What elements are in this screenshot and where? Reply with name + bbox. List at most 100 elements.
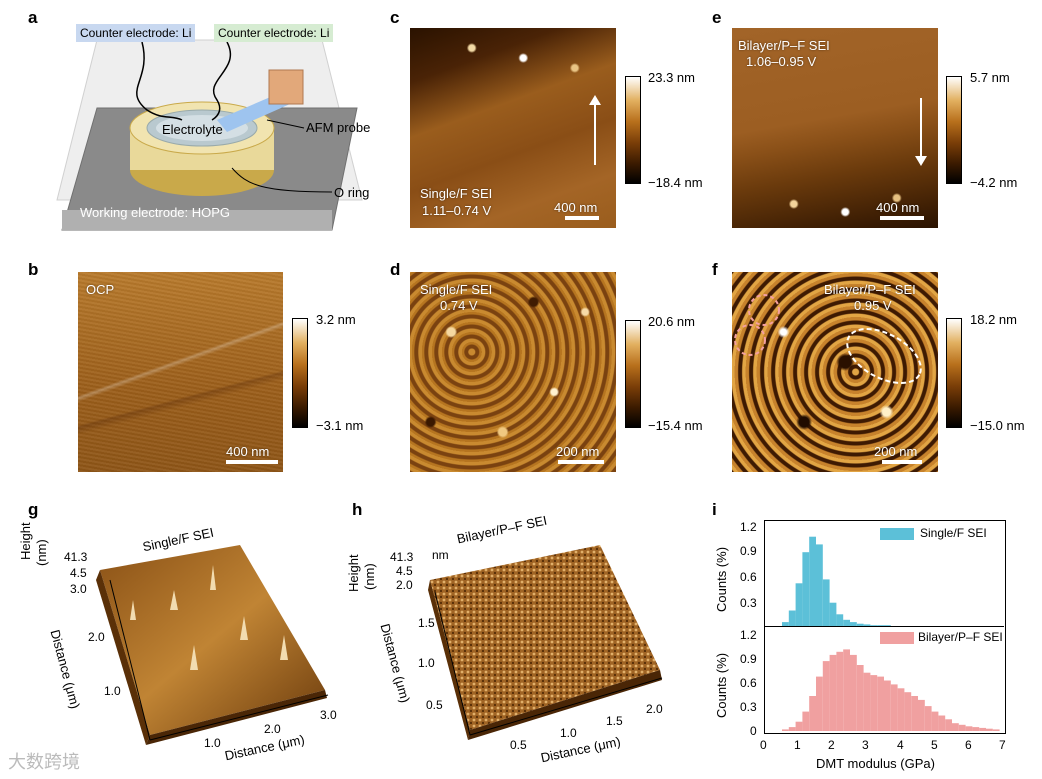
- xtick-0: 0: [760, 738, 767, 752]
- panel-c-scalebar-label: 400 nm: [554, 200, 598, 215]
- panel-e-label-1: Bilayer/P–F SEI: [738, 38, 830, 53]
- panel-b-scalebar-label: 400 nm: [226, 444, 270, 459]
- panel-d-label-2: 0.74 V: [440, 298, 478, 313]
- panel-h-nm-label: nm: [432, 548, 449, 562]
- bilayer-histogram-bar: [782, 729, 789, 731]
- bilayer-histogram-bar: [945, 719, 952, 731]
- panel-letter-d: d: [390, 260, 401, 279]
- panel-c-cb-max: 23.3 nm: [648, 70, 695, 85]
- afm-image-d: [410, 272, 616, 472]
- panel-letter-b: b: [28, 260, 39, 279]
- bottom-ytick-4: 0.3: [740, 700, 757, 714]
- single-histogram-bar: [795, 583, 803, 626]
- bilayer-histogram-bar: [924, 706, 932, 731]
- single-histogram-bar: [870, 625, 878, 626]
- panel-b-cb-min: −3.1 nm: [316, 418, 364, 433]
- panel-i-ylabel-bottom: Counts (%): [714, 652, 729, 718]
- legend-label-bilayer: Bilayer/P–F SEI: [918, 630, 1003, 644]
- panel-g-z-tick-1: 41.3: [64, 550, 88, 564]
- panel-h-x-tick-4: 2.0: [646, 702, 663, 716]
- white-ellipse: [846, 327, 922, 385]
- panel-letter-f: f: [712, 260, 718, 279]
- panel-f-cb-min: −15.0 nm: [970, 418, 1025, 433]
- legend-swatch-bilayer: [880, 632, 914, 644]
- panel-b-ocp-label: OCP: [86, 282, 115, 297]
- panel-h-height-unit: (nm): [362, 563, 377, 590]
- single-histogram-bar: [788, 610, 796, 626]
- bilayer-histogram-bar: [802, 711, 810, 731]
- panel-i-plot-frame: [764, 520, 1006, 734]
- single-histogram-bar: [829, 602, 837, 626]
- panel-letter-h: h: [352, 500, 363, 519]
- panel-e-cb-max: 5.7 nm: [970, 70, 1010, 85]
- single-histogram-bar: [836, 614, 844, 626]
- panel-c-label-2: 1.11–0.74 V: [422, 203, 492, 218]
- afm-image-e: [732, 28, 938, 228]
- bilayer-histogram-bar: [870, 675, 878, 731]
- bottom-ytick-1: 1.2: [740, 628, 757, 642]
- xtick-1: 1: [794, 738, 801, 752]
- pink-circle-2: [734, 324, 766, 356]
- panel-i-histograms: [782, 536, 1000, 731]
- panel-letter-a: a: [28, 8, 38, 27]
- panel-g-x-tick-1: 1.0: [204, 736, 221, 750]
- panel-h-x-tick-2: 1.0: [560, 726, 577, 740]
- bilayer-histogram-bar: [972, 727, 980, 731]
- bilayer-histogram-bar: [850, 654, 857, 731]
- panel-h-z-tick-1: 41.3: [390, 550, 414, 564]
- panel-d-colorbar: [625, 320, 641, 428]
- panel-c-cb-min: −18.4 nm: [648, 175, 703, 190]
- panel-a-schematic: [42, 20, 387, 245]
- electrolyte-label: Electrolyte: [162, 122, 223, 137]
- panel-c-scalebar: [565, 216, 599, 220]
- panel-g-x-tick-3: 3.0: [320, 708, 337, 722]
- legend-label-single: Single/F SEI: [920, 526, 987, 540]
- pink-circle-1: [748, 294, 780, 326]
- panel-d-cb-max: 20.6 nm: [648, 314, 695, 329]
- scan-direction-arrow-c: [589, 95, 601, 165]
- bilayer-histogram-bar: [829, 654, 837, 731]
- panel-g-y-tick-1: 2.0: [88, 630, 105, 644]
- o-ring-label: O ring: [334, 185, 370, 200]
- bilayer-histogram-bar: [958, 724, 966, 731]
- bilayer-histogram-bar: [904, 692, 912, 731]
- single-histogram-bar: [884, 625, 891, 626]
- bilayer-histogram-bar: [809, 696, 816, 731]
- bilayer-histogram-bar: [877, 676, 884, 731]
- single-histogram-bar: [802, 552, 810, 626]
- bottom-ytick-5: 0: [750, 724, 757, 738]
- bilayer-histogram-bar: [992, 729, 1000, 731]
- panel-c-colorbar: [625, 76, 641, 184]
- panel-f-scalebar-label: 200 nm: [874, 444, 918, 459]
- panel-letter-g: g: [28, 500, 39, 519]
- single-histogram-bar: [816, 544, 823, 626]
- single-histogram-bar: [782, 622, 789, 626]
- bilayer-histogram-bar: [986, 728, 993, 731]
- panel-e-cb-min: −4.2 nm: [970, 175, 1018, 190]
- panel-i-ylabel-top: Counts (%): [714, 546, 729, 612]
- working-electrode-label: Working electrode: HOPG: [80, 205, 231, 220]
- panel-h-y-tick-2: 1.0: [418, 656, 435, 670]
- panel-e-label-2: 1.06–0.95 V: [746, 54, 817, 69]
- afm-image-b: [78, 272, 283, 472]
- panel-g-height-label: Height: [18, 522, 33, 560]
- bilayer-histogram-bar: [965, 726, 973, 731]
- bilayer-histogram-bar: [952, 723, 959, 731]
- scan-direction-arrow-e: [915, 98, 927, 166]
- panel-h-x-tick-1: 0.5: [510, 738, 527, 752]
- bottom-ytick-2: 0.9: [740, 652, 757, 666]
- counter-electrode-left-label: Counter electrode: Li: [76, 24, 196, 42]
- single-histogram-bar: [843, 619, 850, 626]
- panel-g-z-tick-3: 3.0: [70, 582, 87, 596]
- single-histogram-bar: [822, 579, 830, 626]
- panel-d-cb-min: −15.4 nm: [648, 418, 703, 433]
- panel-c-label-1: Single/F SEI: [420, 186, 493, 201]
- panel-h-x-tick-3: 1.5: [606, 714, 623, 728]
- afm-image-f: [732, 272, 938, 472]
- top-ytick-3: 0.6: [740, 570, 757, 584]
- panel-i-divider: [764, 626, 1004, 627]
- panel-letter-e: e: [712, 8, 722, 27]
- panel-b-colorbar: [292, 318, 308, 428]
- panel-f-cb-max: 18.2 nm: [970, 312, 1017, 327]
- bilayer-histogram-bar: [979, 727, 986, 731]
